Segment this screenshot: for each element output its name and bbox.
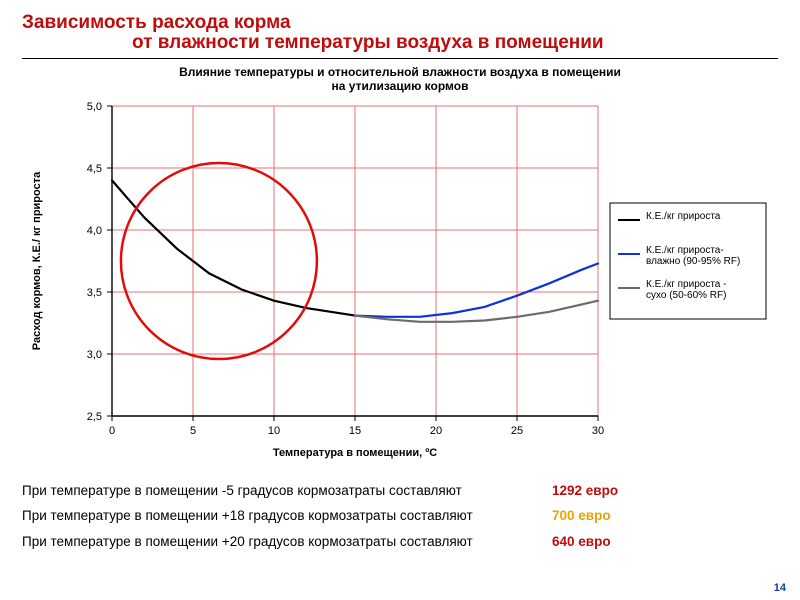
legend-label: влажно (90-95% RF) bbox=[646, 256, 740, 267]
note-label: При температуре в помещении +20 градусов… bbox=[22, 529, 552, 555]
svg-text:4,0: 4,0 bbox=[87, 225, 102, 237]
svg-text:5: 5 bbox=[190, 425, 196, 437]
legend-label: сухо (50-60% RF) bbox=[646, 290, 726, 301]
legend-label: К.Е./кг прироста - bbox=[646, 279, 726, 290]
svg-text:5,0: 5,0 bbox=[87, 101, 102, 113]
slide-title-line1: Зависимость расхода корма bbox=[22, 12, 778, 34]
chart-title-l2: на утилизацию кормов bbox=[332, 79, 469, 93]
note-label: При температуре в помещении +18 градусов… bbox=[22, 503, 552, 529]
title-underline bbox=[22, 58, 778, 59]
chart-title: Влияние температуры и относительной влаж… bbox=[22, 65, 778, 94]
slide-title-line2: от влажности температуры воздуха в помещ… bbox=[22, 32, 778, 54]
svg-text:10: 10 bbox=[268, 425, 280, 437]
svg-text:4,5: 4,5 bbox=[87, 163, 102, 175]
note-value: 1292 евро bbox=[552, 478, 618, 504]
notes-block: При температуре в помещении -5 градусов … bbox=[22, 478, 778, 555]
note-value: 700 евро bbox=[552, 503, 611, 529]
chart-container: 0 5 10 15 20 25 30 2,5 3,0 3,5 4,0 4,5 5,0 Температур… bbox=[22, 96, 778, 464]
svg-text:20: 20 bbox=[430, 425, 442, 437]
note-label: При температуре в помещении -5 градусов … bbox=[22, 478, 552, 504]
svg-text:15: 15 bbox=[349, 425, 361, 437]
note-row: При температуре в помещении +20 градусов… bbox=[22, 529, 778, 555]
chart-title-l1: Влияние температуры и относительной влаж… bbox=[179, 65, 621, 79]
legend-label: К.Е./кг прироста bbox=[646, 211, 721, 222]
note-row: При температуре в помещении +18 градусов… bbox=[22, 503, 778, 529]
svg-text:25: 25 bbox=[511, 425, 523, 437]
note-row: При температуре в помещении -5 градусов … bbox=[22, 478, 778, 504]
legend-label: К.Е./кг прироста- bbox=[646, 245, 724, 256]
svg-text:0: 0 bbox=[109, 425, 115, 437]
svg-text:Расход кормов, К.Е./ кг прирос: Расход кормов, К.Е./ кг прироста bbox=[31, 171, 43, 350]
svg-text:3,0: 3,0 bbox=[87, 349, 102, 361]
page-number: 14 bbox=[774, 582, 786, 594]
svg-text:3,5: 3,5 bbox=[87, 287, 102, 299]
svg-text:30: 30 bbox=[592, 425, 604, 437]
svg-text:2,5: 2,5 bbox=[87, 411, 102, 423]
note-value: 640 евро bbox=[552, 529, 611, 555]
chart-svg: 0 5 10 15 20 25 30 2,5 3,0 3,5 4,0 4,5 5,0 Температур… bbox=[22, 96, 778, 464]
svg-text:Температура в помещении, ºС: Температура в помещении, ºС bbox=[273, 447, 437, 459]
